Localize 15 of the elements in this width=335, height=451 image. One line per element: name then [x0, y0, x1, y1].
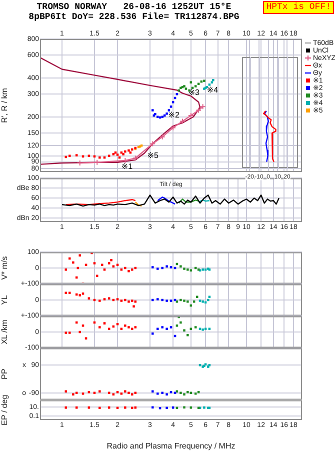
chart-title: TROMSO NORWAY 26-08-16 1252UT 15°E	[36, 2, 232, 12]
y-axis-title: YL	[0, 294, 10, 305]
x-axis-title: Radio and Plasma Frequency / MHz	[106, 441, 236, 450]
annotation: ※1	[121, 162, 134, 172]
text: HPTx is OFF!	[263, 1, 334, 14]
y-axis-title: PP	[0, 368, 10, 380]
y-axis-title: EP / deg	[0, 394, 10, 426]
annotation: ※2	[168, 110, 180, 120]
annotation: ※3	[188, 88, 200, 98]
y-axis-title: R', R / km	[0, 88, 10, 123]
annotation: ※5	[147, 151, 159, 160]
y-axis-title: V* m/s	[0, 256, 10, 280]
y-axis-title: XL /km	[0, 319, 10, 344]
chart-subtitle: 8pBP6It DoY= 228.536 File= TR112874.BPG	[28, 12, 240, 22]
annotation: ※4	[206, 86, 219, 95]
